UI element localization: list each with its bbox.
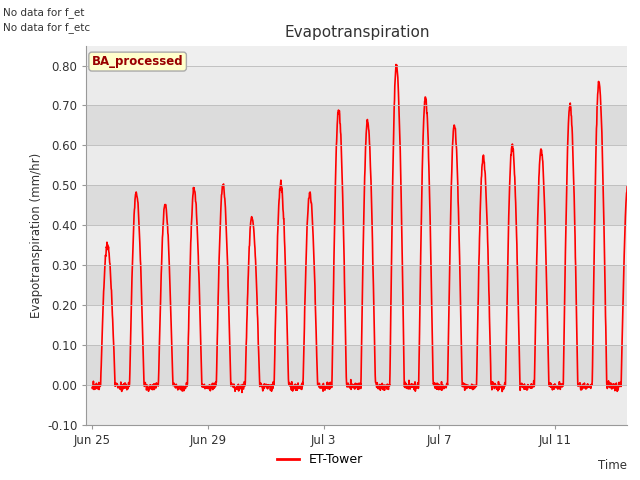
- Y-axis label: Evapotranspiration (mm/hr): Evapotranspiration (mm/hr): [30, 153, 43, 318]
- Title: Evapotranspiration: Evapotranspiration: [284, 25, 429, 40]
- Bar: [86, 145, 627, 185]
- Bar: [86, 66, 627, 106]
- Bar: [86, 305, 627, 345]
- Text: Time: Time: [598, 459, 627, 472]
- Bar: [86, 265, 627, 305]
- Bar: [86, 185, 627, 225]
- Bar: [86, 345, 627, 385]
- Bar: [86, 106, 627, 145]
- Text: BA_processed: BA_processed: [92, 55, 184, 68]
- Bar: [86, 225, 627, 265]
- Bar: [86, 385, 627, 425]
- Legend: ET-Tower: ET-Tower: [271, 448, 369, 471]
- Text: No data for f_etc: No data for f_etc: [3, 22, 90, 33]
- Text: No data for f_et: No data for f_et: [3, 7, 84, 18]
